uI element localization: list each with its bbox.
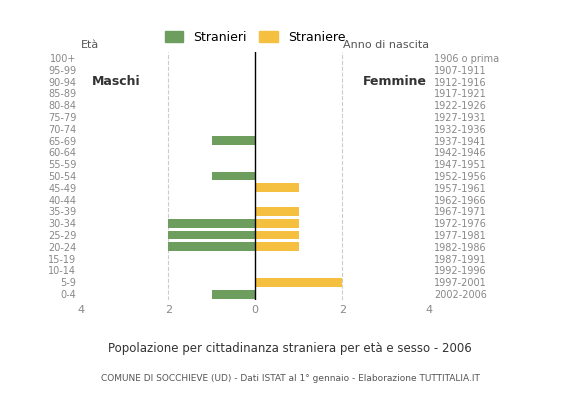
Bar [255, 242, 299, 251]
Bar [255, 278, 342, 287]
Bar [255, 219, 299, 228]
Text: Maschi: Maschi [92, 75, 140, 88]
Text: Età: Età [81, 40, 99, 50]
Bar [212, 172, 255, 180]
Legend: Stranieri, Straniere: Stranieri, Straniere [160, 26, 351, 49]
Bar [255, 231, 299, 240]
Text: COMUNE DI SOCCHIEVE (UD) - Dati ISTAT al 1° gennaio - Elaborazione TUTTITALIA.IT: COMUNE DI SOCCHIEVE (UD) - Dati ISTAT al… [100, 374, 480, 383]
Text: Anno di nascita: Anno di nascita [343, 40, 429, 50]
Text: Popolazione per cittadinanza straniera per età e sesso - 2006: Popolazione per cittadinanza straniera p… [108, 342, 472, 355]
Bar [255, 183, 299, 192]
Bar [212, 136, 255, 145]
Bar [168, 219, 255, 228]
Bar [212, 290, 255, 298]
Bar [168, 231, 255, 240]
Bar [255, 207, 299, 216]
Text: Femmine: Femmine [362, 75, 426, 88]
Bar [168, 242, 255, 251]
